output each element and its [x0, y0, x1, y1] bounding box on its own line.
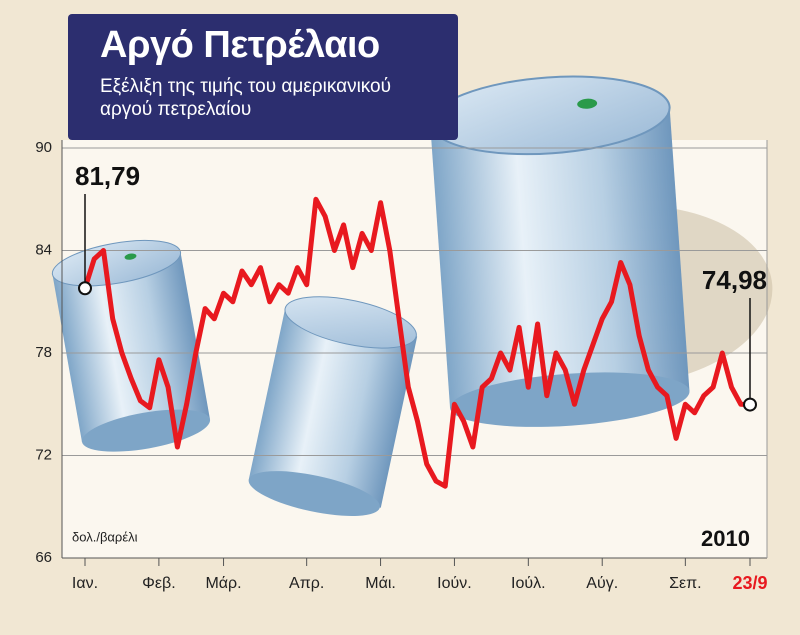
- y-tick-label: 84: [35, 241, 52, 258]
- barrel-cap: [124, 253, 137, 260]
- y-tick-label: 90: [35, 139, 52, 156]
- barrel-body: [429, 101, 690, 409]
- price-line: [82, 196, 751, 489]
- marks: 81,79 74,98: [75, 161, 767, 489]
- x-tick-label: Φεβ.: [142, 575, 176, 592]
- year-label: 2010: [701, 526, 750, 551]
- barrel-cap: [577, 98, 598, 109]
- x-tick-label: Μάι.: [365, 575, 396, 592]
- x-tick-label: Σεπ.: [669, 575, 702, 592]
- x-tick-label: Απρ.: [289, 575, 324, 592]
- barrel-lid: [284, 296, 417, 349]
- y-tick-label: 66: [35, 549, 52, 566]
- y-tick-label: 78: [35, 344, 52, 361]
- barrel: [248, 296, 418, 517]
- x-tick-label: 23/9: [732, 573, 767, 593]
- x-tick-label: Ιαν.: [72, 575, 98, 592]
- x-tick-label: Ιούλ.: [511, 575, 546, 592]
- barrel-bottom: [450, 372, 690, 427]
- x-tick-label: Μάρ.: [205, 575, 241, 592]
- value-label: 74,98: [702, 265, 767, 295]
- end-point: [78, 281, 92, 296]
- value-label: 81,79: [75, 161, 140, 191]
- barrel-body: [248, 308, 418, 508]
- chart-subtitle: Εξέλιξη της τιμής του αμερικανικού αργού…: [100, 76, 392, 120]
- x-tick-label: Αύγ.: [586, 575, 618, 592]
- x-tick-label: Ιούν.: [437, 575, 472, 592]
- end-point: [743, 397, 757, 412]
- barrel-bottom: [248, 471, 380, 517]
- chart-title: Αργό Πετρέλαιο: [100, 24, 380, 66]
- title-box: Αργό Πετρέλαιο Εξέλιξη της τιμής του αμε…: [68, 14, 458, 140]
- y-tick-label: 72: [35, 446, 52, 463]
- unit-label: δολ./βαρέλι: [72, 529, 138, 544]
